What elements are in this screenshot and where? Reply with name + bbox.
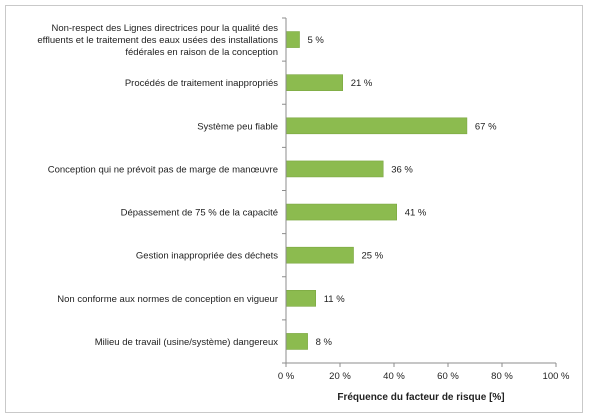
- category-label: Système peu fiable: [197, 121, 278, 132]
- bar: [285, 246, 354, 264]
- data-label: 21 %: [351, 78, 373, 89]
- category-labels: Non-respect des Lignes directrices pour …: [37, 23, 278, 348]
- data-label: 11 %: [324, 294, 346, 305]
- bar: [285, 203, 397, 221]
- category-label: Gestion inappropriée des déchets: [136, 251, 278, 262]
- data-label: 41 %: [405, 208, 427, 219]
- x-tick-labels: 0 % 20 % 40 % 60 % 80 % 100 %: [278, 371, 570, 382]
- x-tick-label: 100 %: [543, 371, 570, 382]
- x-tick-label: 20 %: [329, 371, 351, 382]
- category-label: fédérales en raison de la conception: [125, 47, 278, 58]
- axes-group: [282, 17, 557, 367]
- category-label: effluents et le traitement des eaux usée…: [37, 35, 278, 46]
- bar: [285, 333, 308, 350]
- data-label: 25 %: [362, 251, 384, 262]
- data-label: 67 %: [475, 121, 497, 132]
- category-label: Procédés de traitement inappropriés: [125, 78, 278, 89]
- category-label: Dépassement de 75 % de la capacité: [121, 208, 278, 219]
- bar: [285, 117, 468, 135]
- bar: [285, 74, 344, 91]
- bar-chart: Non-respect des Lignes directrices pour …: [37, 17, 570, 403]
- x-axis-title: Fréquence du facteur de risque [%]: [337, 392, 504, 403]
- bar: [285, 160, 384, 178]
- x-tick-label: 60 %: [437, 371, 459, 382]
- data-label: 8 %: [316, 337, 333, 348]
- category-label: Conception qui ne prévoit pas de marge d…: [48, 164, 278, 175]
- x-tick-label: 0 %: [278, 371, 295, 382]
- bar: [285, 31, 300, 48]
- category-label: Milieu de travail (usine/système) danger…: [95, 337, 278, 348]
- value-labels: 5 % 21 % 67 % 36 % 41 % 25 % 11 % 8 %: [308, 35, 498, 348]
- category-label: Non conforme aux normes de conception en…: [57, 294, 278, 305]
- bar: [285, 290, 317, 307]
- bars-group: [285, 31, 468, 350]
- x-tick-label: 80 %: [491, 371, 513, 382]
- data-label: 36 %: [391, 164, 413, 175]
- data-label: 5 %: [308, 35, 325, 46]
- category-label: Non-respect des Lignes directrices pour …: [51, 23, 278, 34]
- x-tick-label: 40 %: [383, 371, 405, 382]
- chart-frame: Non-respect des Lignes directrices pour …: [5, 5, 583, 413]
